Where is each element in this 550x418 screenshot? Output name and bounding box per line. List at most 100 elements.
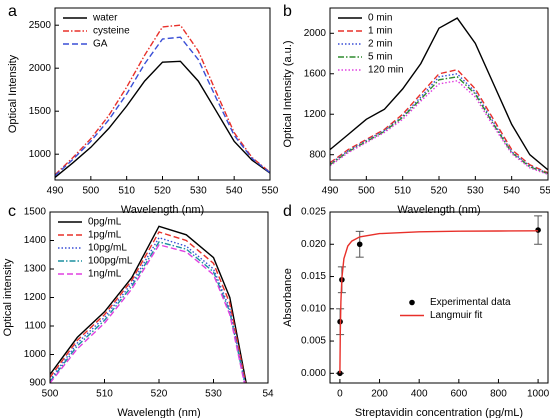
y-tick-label: 800 bbox=[309, 149, 326, 160]
x-tick-label: 490 bbox=[322, 186, 339, 197]
x-tick-label: 200 bbox=[371, 389, 388, 400]
x-tick-label: 550 bbox=[262, 186, 279, 197]
legend-label: water bbox=[92, 13, 118, 24]
x-tick-label: 510 bbox=[118, 186, 135, 197]
y-axis-label: Optical Intensity (a.u.) bbox=[282, 41, 294, 148]
y-tick-label: 900 bbox=[29, 378, 46, 389]
y-tick-label: 1500 bbox=[24, 207, 47, 218]
plot-frame bbox=[49, 211, 269, 384]
plot-frame bbox=[329, 211, 549, 384]
x-tick-label: 400 bbox=[411, 389, 428, 400]
y-tick-label: 1200 bbox=[24, 292, 47, 303]
legend: Experimental data Langmuir fit bbox=[400, 297, 511, 321]
plot-frame bbox=[54, 7, 271, 181]
legend-label: 1pg/mL bbox=[88, 230, 122, 241]
line bbox=[330, 68, 548, 174]
x-axis-label: Streptavidin concentration (pg/mL) bbox=[355, 407, 523, 418]
line bbox=[55, 36, 270, 177]
panel-label: c bbox=[8, 203, 16, 220]
legend: water cysteine GA bbox=[63, 13, 130, 50]
x-tick-label: 530 bbox=[467, 186, 484, 197]
legend-label: 0pg/mL bbox=[88, 217, 122, 228]
x-tick-label: 510 bbox=[96, 389, 113, 400]
plot-area bbox=[335, 215, 543, 377]
y-tick-label: 1200 bbox=[304, 109, 327, 120]
legend-label: cysteine bbox=[93, 26, 130, 37]
plot-area bbox=[330, 17, 548, 176]
panel: d Streptavidin concentration (pg/mL) Absor… bbox=[282, 203, 550, 418]
y-axis-label: Optical intensity bbox=[2, 258, 14, 336]
x-tick-label: 600 bbox=[450, 389, 467, 400]
y-tick-label: 0.000 bbox=[301, 368, 326, 379]
x-tick-label: 500 bbox=[358, 186, 375, 197]
legend-label: 10pg/mL bbox=[88, 243, 127, 254]
line bbox=[50, 225, 247, 383]
legend-label: Langmuir fit bbox=[430, 310, 482, 321]
line bbox=[339, 230, 539, 374]
y-tick-label: 0.025 bbox=[301, 207, 326, 218]
legend: 0pg/mL 1pg/mL 10pg/mL 100pg/mL 1ng/mL bbox=[58, 217, 133, 280]
y-tick-label: 1000 bbox=[29, 149, 52, 160]
y-tick-label: 1500 bbox=[29, 106, 52, 117]
x-tick-label: 510 bbox=[394, 186, 411, 197]
legend-label: 0 min bbox=[368, 13, 392, 24]
line bbox=[330, 17, 548, 171]
x-tick-label: 520 bbox=[151, 389, 168, 400]
y-tick-label: 2000 bbox=[29, 63, 52, 74]
y-tick-label: 2500 bbox=[29, 20, 52, 31]
panel-label: b bbox=[283, 3, 292, 20]
x-tick-label: 530 bbox=[190, 186, 207, 197]
plot-area bbox=[55, 24, 270, 178]
legend-label: 100pg/mL bbox=[88, 256, 133, 267]
x-tick-label: 530 bbox=[205, 389, 222, 400]
legend-marker bbox=[409, 299, 415, 306]
y-tick-label: 0.005 bbox=[301, 336, 326, 347]
x-tick-label: 1000 bbox=[527, 389, 550, 400]
y-tick-label: 0.015 bbox=[301, 271, 326, 282]
x-tick-label: 0 bbox=[337, 389, 343, 400]
y-tick-label: 0.020 bbox=[301, 239, 326, 250]
line bbox=[50, 236, 246, 383]
panel: a Wavelength (nm) Optical Intensity 490 500 5… bbox=[7, 3, 279, 216]
y-tick-label: 2000 bbox=[304, 28, 327, 39]
legend-label: 5 min bbox=[368, 52, 392, 63]
plot-frame bbox=[329, 7, 549, 181]
x-axis-label: Wavelength (nm) bbox=[117, 407, 200, 418]
line bbox=[55, 60, 270, 178]
legend-label: 1ng/mL bbox=[88, 269, 122, 280]
x-tick-label: 490 bbox=[47, 186, 64, 197]
x-axis-label: Wavelength (nm) bbox=[397, 204, 480, 216]
panel-label: d bbox=[283, 203, 292, 220]
line bbox=[330, 76, 548, 175]
x-tick-label: 54 bbox=[262, 389, 274, 400]
y-tick-label: 1300 bbox=[24, 264, 47, 275]
panel-label: a bbox=[8, 3, 17, 20]
x-tick-label: 500 bbox=[42, 389, 59, 400]
line bbox=[50, 243, 246, 383]
x-tick-label: 500 bbox=[82, 186, 99, 197]
line bbox=[330, 73, 548, 175]
x-tick-label: 520 bbox=[431, 186, 448, 197]
line bbox=[50, 241, 246, 383]
legend: 0 min 1 min 2 min 5 min 120 min bbox=[338, 13, 404, 76]
y-tick-label: 1400 bbox=[24, 235, 47, 246]
point bbox=[535, 227, 541, 233]
y-tick-label: 1000 bbox=[24, 349, 47, 360]
x-tick-label: 540 bbox=[226, 186, 243, 197]
line bbox=[50, 231, 247, 383]
line bbox=[55, 24, 270, 176]
panel: b Wavelength (nm) Optical Intensity (a.u.)… bbox=[282, 3, 550, 216]
legend-label: 1 min bbox=[368, 26, 392, 37]
x-axis-label: Wavelength (nm) bbox=[121, 204, 204, 216]
x-tick-label: 550 bbox=[540, 186, 550, 197]
legend-label: Experimental data bbox=[430, 297, 511, 308]
x-tick-label: 540 bbox=[503, 186, 520, 197]
y-tick-label: 1600 bbox=[304, 68, 327, 79]
y-tick-label: 0.010 bbox=[301, 303, 326, 314]
point bbox=[356, 241, 363, 248]
plot-area bbox=[50, 225, 247, 383]
y-axis-label: Absorbance bbox=[282, 268, 294, 327]
legend-label: 120 min bbox=[368, 65, 404, 76]
legend-label: 2 min bbox=[368, 39, 392, 50]
